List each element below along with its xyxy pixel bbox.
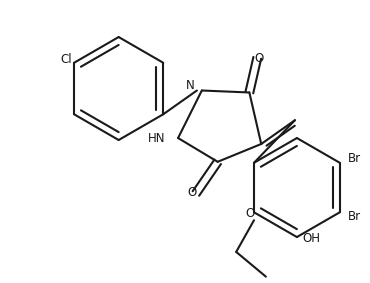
Text: Br: Br — [348, 210, 361, 223]
Text: OH: OH — [303, 232, 321, 245]
Text: O: O — [255, 52, 264, 65]
Text: O: O — [187, 186, 196, 200]
Text: Br: Br — [348, 152, 361, 165]
Text: Cl: Cl — [60, 53, 72, 66]
Text: HN: HN — [148, 132, 165, 145]
Text: O: O — [245, 207, 255, 220]
Text: N: N — [186, 79, 194, 92]
